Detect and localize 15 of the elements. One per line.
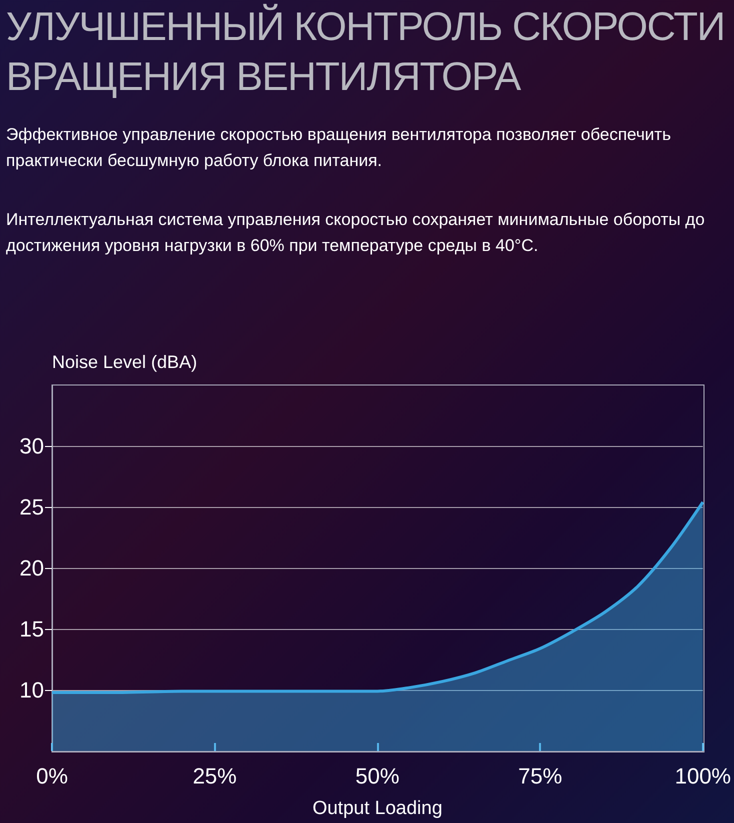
x-axis-title: Output Loading (312, 798, 442, 819)
text: Интеллектуальная система управления скоростью сохраняет минимальные обороты до достижения уровня нагрузки в 60% при температуре среды в 40°C. (6, 209, 706, 257)
y-tick-label: 20 (20, 556, 44, 580)
x-tick-label: 50% (355, 764, 400, 788)
chart-title: УЛУЧШЕННЫЙ КОНТРОЛЬ СКОРОСТИ ВРАЩЕНИЯ ВЕНТИЛЯТОРА (6, 2, 726, 101)
x-tick-label: 75% (518, 764, 562, 788)
y-tick-label: 15 (20, 616, 44, 642)
y-tick-label: 10 (20, 678, 44, 702)
x-tick-label: 25% (192, 764, 237, 788)
y-tick-label: 30 (20, 434, 44, 458)
x-tick-label: 0% (36, 764, 68, 788)
y-tick-label: 25 (20, 494, 44, 520)
chart-subtitle: Эффективное управление скоростью вращения вентилятора позволяет обеспечить практически бесшумную работу блока питания. (6, 124, 672, 172)
y-axis-title: Noise Level (dBA) (52, 352, 198, 372)
x-tick-label: 100% (674, 764, 732, 788)
